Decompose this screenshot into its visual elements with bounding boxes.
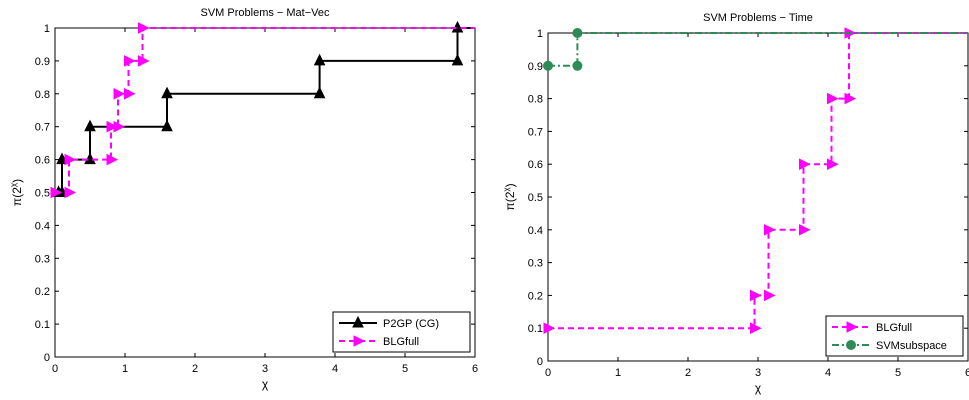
series-line	[548, 32, 968, 330]
data-point	[313, 86, 326, 99]
data-point	[543, 60, 553, 71]
y-tick-label: 0	[537, 356, 543, 368]
data-point	[313, 53, 326, 66]
data-point	[844, 92, 857, 105]
y-tick-label: 1	[44, 23, 50, 35]
data-point	[64, 186, 77, 199]
x-tick-label: 3	[755, 367, 761, 379]
legend-marker	[846, 340, 856, 350]
y-tick-label: 0.6	[528, 159, 543, 171]
y-axis-label-end: )	[503, 183, 517, 187]
y-tick-label: 0	[44, 352, 50, 364]
legend-label: SVMsubspace	[876, 340, 947, 352]
y-tick-label: 0.9	[35, 56, 50, 68]
legend-marker	[352, 315, 364, 328]
data-point	[138, 22, 150, 34]
data-point	[827, 92, 839, 105]
data-point	[799, 223, 811, 236]
y-tick-label: 0.7	[35, 122, 50, 134]
data-point	[124, 55, 136, 67]
data-point	[451, 53, 464, 66]
y-axis-label-base: π(2	[503, 191, 517, 210]
x-tick-label: 0	[545, 367, 551, 379]
data-point	[572, 28, 583, 38]
y-tick-label: 0.3	[528, 258, 543, 270]
data-point	[572, 60, 583, 71]
x-tick-label: 3	[262, 363, 268, 375]
x-tick-label: 6	[965, 367, 969, 379]
x-tick-label: 1	[615, 367, 621, 379]
data-point	[764, 223, 776, 236]
data-point	[543, 322, 556, 335]
data-point	[161, 86, 173, 99]
y-tick-label: 1	[537, 28, 543, 40]
y-tick-label: 0.1	[528, 323, 543, 335]
data-point	[106, 120, 119, 133]
data-point	[106, 153, 119, 166]
data-point	[64, 153, 77, 166]
y-axis-label-superscript: χ	[9, 182, 18, 187]
data-point	[84, 119, 96, 132]
series-svmsubspace	[543, 28, 968, 71]
chart-title: SVM Problems − Mat−Vec	[201, 7, 330, 19]
chart-panel-2: 0 1 2 3 4 5 6 0 0.1 0.2 0.3 0.4 0.5 0.6 0.7 0.8 0.9 1 SVM …	[502, 12, 969, 395]
y-tick-label: 0.8	[528, 94, 543, 106]
x-axis-label: χ	[262, 377, 269, 391]
x-tick-label: 1	[122, 363, 128, 375]
x-tick-label: 2	[192, 363, 198, 375]
legend-marker	[846, 321, 859, 333]
y-axis-label-end: )	[10, 179, 24, 183]
series-blgfull	[543, 27, 968, 335]
chart-title: SVM Problems − Time	[703, 12, 813, 24]
y-tick-label: 0.6	[35, 155, 50, 167]
y-tick-label: 0.2	[528, 290, 543, 302]
y-tick-label: 0.9	[528, 61, 543, 73]
y-axis-label-superscript: χ	[502, 187, 511, 192]
x-tick-label: 4	[332, 363, 338, 375]
x-tick-label: 4	[825, 367, 831, 379]
y-axis-label: π(2χ)	[502, 183, 517, 210]
data-point	[750, 322, 762, 335]
x-axis-label: χ	[755, 381, 762, 395]
data-point	[124, 87, 136, 100]
x-tick-label: 5	[402, 363, 408, 375]
data-point	[113, 87, 126, 100]
plot-area	[54, 27, 476, 358]
legend: BLGfull SVMsubspace	[825, 315, 964, 357]
data-point	[50, 186, 63, 199]
x-tick-label: 0	[52, 363, 58, 375]
y-tick-label: 0.3	[35, 253, 50, 265]
data-point	[161, 119, 173, 132]
legend-label: BLGfull	[383, 336, 419, 348]
y-tick-label: 0.4	[35, 220, 50, 232]
y-tick-label: 0.5	[35, 188, 50, 200]
series-line	[548, 32, 968, 67]
data-point	[113, 120, 126, 133]
series-blgfull	[50, 22, 475, 199]
y-tick-label: 0.5	[528, 192, 543, 204]
series-line	[55, 27, 475, 194]
y-tick-label: 0.7	[528, 126, 543, 138]
data-point	[799, 158, 811, 171]
y-axis-label: π(2χ)	[9, 179, 24, 206]
y-tick-label: 0.1	[35, 319, 50, 331]
y-tick-label: 0.8	[35, 89, 50, 101]
x-tick-label: 2	[685, 367, 691, 379]
data-point	[750, 289, 762, 302]
chart-panel-1: 0 1 2 3 4 5 6 0 0.1 0.2 0.3 0.4 0.5 0.6 0.7 0.8 0.9 1 SVM …	[9, 7, 478, 391]
legend: P2GP (CG) BLGfull	[332, 311, 471, 353]
data-point	[764, 289, 776, 302]
y-tick-label: 0.4	[528, 225, 543, 237]
plot-area	[547, 32, 969, 362]
y-axis-label-base: π(2	[10, 187, 24, 206]
y-tick-label: 0.2	[35, 286, 50, 298]
legend-label: BLGfull	[876, 322, 912, 334]
x-tick-label: 5	[895, 367, 901, 379]
legend-label: P2GP (CG)	[383, 318, 439, 330]
data-point	[827, 158, 839, 171]
data-point	[138, 55, 150, 67]
x-tick-label: 6	[472, 363, 478, 375]
legend-marker	[353, 335, 366, 347]
